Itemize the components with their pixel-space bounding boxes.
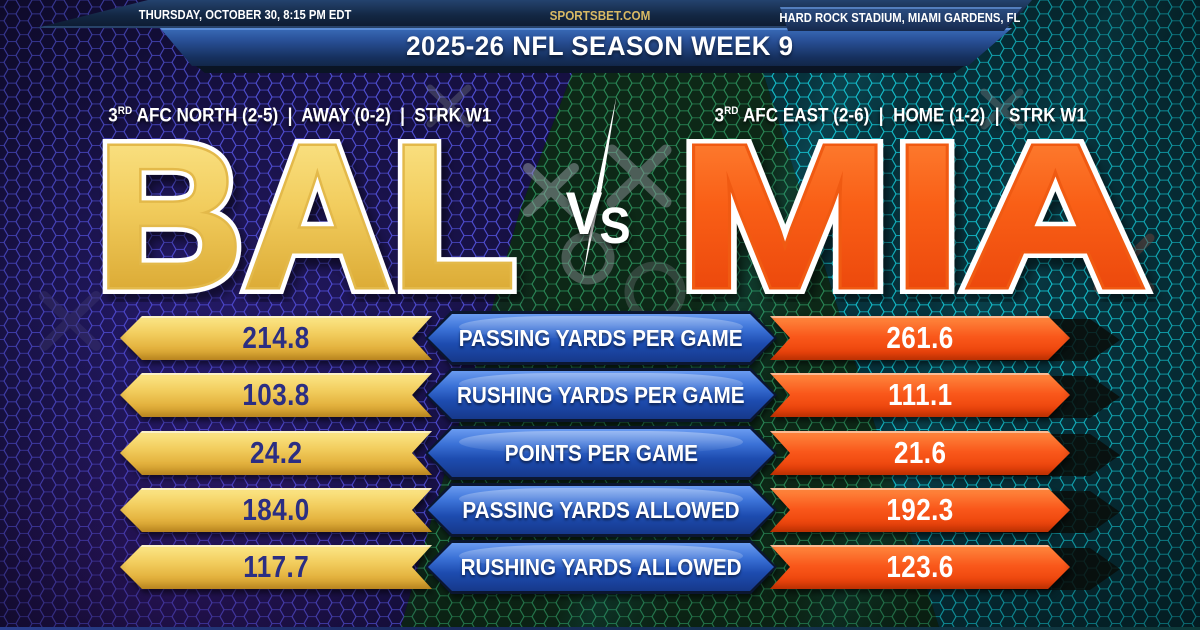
away-stat-banner: 103.8 bbox=[120, 373, 432, 417]
home-stat-value: 261.6 bbox=[886, 320, 954, 355]
home-team-info: 3RD AFC EAST (2-6) | HOME (1-2) | STRK W1 bbox=[640, 101, 1160, 131]
stat-label: POINTS PER GAME bbox=[504, 439, 698, 466]
home-stat-value: 192.3 bbox=[886, 492, 954, 527]
home-rank: 3 bbox=[714, 105, 724, 127]
away-stat-value: 24.2 bbox=[249, 435, 303, 470]
vs-letter-v: V bbox=[565, 180, 603, 247]
home-stat-value: 111.1 bbox=[887, 377, 953, 412]
x-marker-icon bbox=[426, 84, 472, 128]
home-stat-banner: 261.6 bbox=[770, 316, 1070, 360]
stat-row: 214.8 261.6 PASSING YARDS PER GAME bbox=[120, 311, 1120, 365]
home-rank-suffix: RD bbox=[723, 104, 739, 117]
stat-row: 103.8 111.1 RUSHING YARDS PER GAME bbox=[120, 368, 1120, 422]
x-marker-icon bbox=[1093, 233, 1155, 293]
stat-label-banner: RUSHING YARDS PER GAME bbox=[425, 368, 777, 422]
home-stat-value: 21.6 bbox=[893, 435, 947, 470]
site-link[interactable]: SPORTSBET.COM bbox=[480, 5, 720, 25]
away-rank-suffix: RD bbox=[117, 104, 133, 117]
stat-label: RUSHING YARDS ALLOWED bbox=[460, 553, 742, 580]
x-marker-icon bbox=[980, 88, 1024, 130]
away-stat-banner: 184.0 bbox=[120, 488, 432, 532]
stat-label-banner: PASSING YARDS PER GAME bbox=[425, 311, 777, 365]
away-team-info: 3RD AFC NORTH (2-5) | AWAY (0-2) | STRK W… bbox=[20, 101, 580, 131]
away-stat-value: 184.0 bbox=[242, 492, 310, 527]
vs-letter-s: S bbox=[599, 197, 631, 254]
stat-label: PASSING YARDS ALLOWED bbox=[462, 496, 740, 523]
home-stat-banner: 111.1 bbox=[770, 373, 1070, 417]
game-datetime: THURSDAY, OCTOBER 30, 8:15 PM EDT bbox=[139, 5, 352, 25]
o-marker-icon bbox=[561, 231, 615, 285]
venue: HARD ROCK STADIUM, MIAMI GARDENS, FL bbox=[779, 8, 1021, 28]
away-abbr-text: BAL bbox=[96, 122, 516, 302]
away-stat-value: 103.8 bbox=[242, 377, 310, 412]
away-record: AFC NORTH (2-5) | AWAY (0-2) | STRK W1 bbox=[136, 105, 492, 127]
home-abbr-outline: MIA bbox=[678, 122, 1148, 302]
stat-label: RUSHING YARDS PER GAME bbox=[457, 381, 745, 408]
home-team-abbr: MIA MIA bbox=[671, 122, 1155, 302]
stat-row: 184.0 192.3 PASSING YARDS ALLOWED bbox=[120, 483, 1120, 537]
site-label[interactable]: SPORTSBET.COM bbox=[549, 7, 651, 23]
venue-band bbox=[780, 7, 1022, 31]
stat-label-banner: POINTS PER GAME bbox=[425, 426, 777, 480]
x-marker-icon bbox=[606, 144, 672, 208]
away-stat-banner: 24.2 bbox=[120, 431, 432, 475]
away-stat-value: 214.8 bbox=[242, 320, 310, 355]
away-team-info-label: 3RD AFC NORTH (2-5) | AWAY (0-2) | STRK W… bbox=[108, 105, 491, 127]
away-rank: 3 bbox=[108, 105, 118, 127]
title-band bbox=[160, 28, 1012, 66]
x-marker-icon bbox=[39, 291, 101, 351]
page-title: 2025-26 NFL SEASON WEEK 9 bbox=[0, 29, 1200, 64]
home-abbr-text: MIA bbox=[678, 122, 1148, 302]
stat-row: 24.2 21.6 POINTS PER GAME bbox=[120, 426, 1120, 480]
venue-label: HARD ROCK STADIUM, MIAMI GARDENS, FL bbox=[779, 11, 1021, 25]
away-stat-banner: 117.7 bbox=[120, 545, 432, 589]
stat-label-banner: RUSHING YARDS ALLOWED bbox=[425, 540, 777, 594]
home-stat-banner: 192.3 bbox=[770, 488, 1070, 532]
home-team-info-label: 3RD AFC EAST (2-6) | HOME (1-2) | STRK W1 bbox=[714, 105, 1085, 127]
home-stat-banner: 21.6 bbox=[770, 431, 1070, 475]
title-band-shadow bbox=[196, 66, 964, 73]
page-title-label: 2025-26 NFL SEASON WEEK 9 bbox=[406, 31, 794, 61]
away-abbr-outline: BAL bbox=[96, 122, 516, 302]
vs-badge: V S bbox=[540, 90, 680, 300]
bottom-strip bbox=[0, 627, 1200, 630]
stat-label: PASSING YARDS PER GAME bbox=[459, 324, 743, 351]
home-record: AFC EAST (2-6) | HOME (1-2) | STRK W1 bbox=[742, 105, 1086, 127]
home-stat-value: 123.6 bbox=[886, 549, 954, 584]
x-marker-icon bbox=[523, 163, 579, 217]
away-stat-banner: 214.8 bbox=[120, 316, 432, 360]
away-team-abbr: BAL BAL bbox=[89, 122, 523, 302]
away-stat-value: 117.7 bbox=[243, 549, 309, 584]
stat-label-banner: PASSING YARDS ALLOWED bbox=[425, 483, 777, 537]
home-stat-banner: 123.6 bbox=[770, 545, 1070, 589]
game-datetime-label: THURSDAY, OCTOBER 30, 8:15 PM EDT bbox=[138, 8, 352, 22]
stat-row: 117.7 123.6 RUSHING YARDS ALLOWED bbox=[120, 540, 1120, 594]
